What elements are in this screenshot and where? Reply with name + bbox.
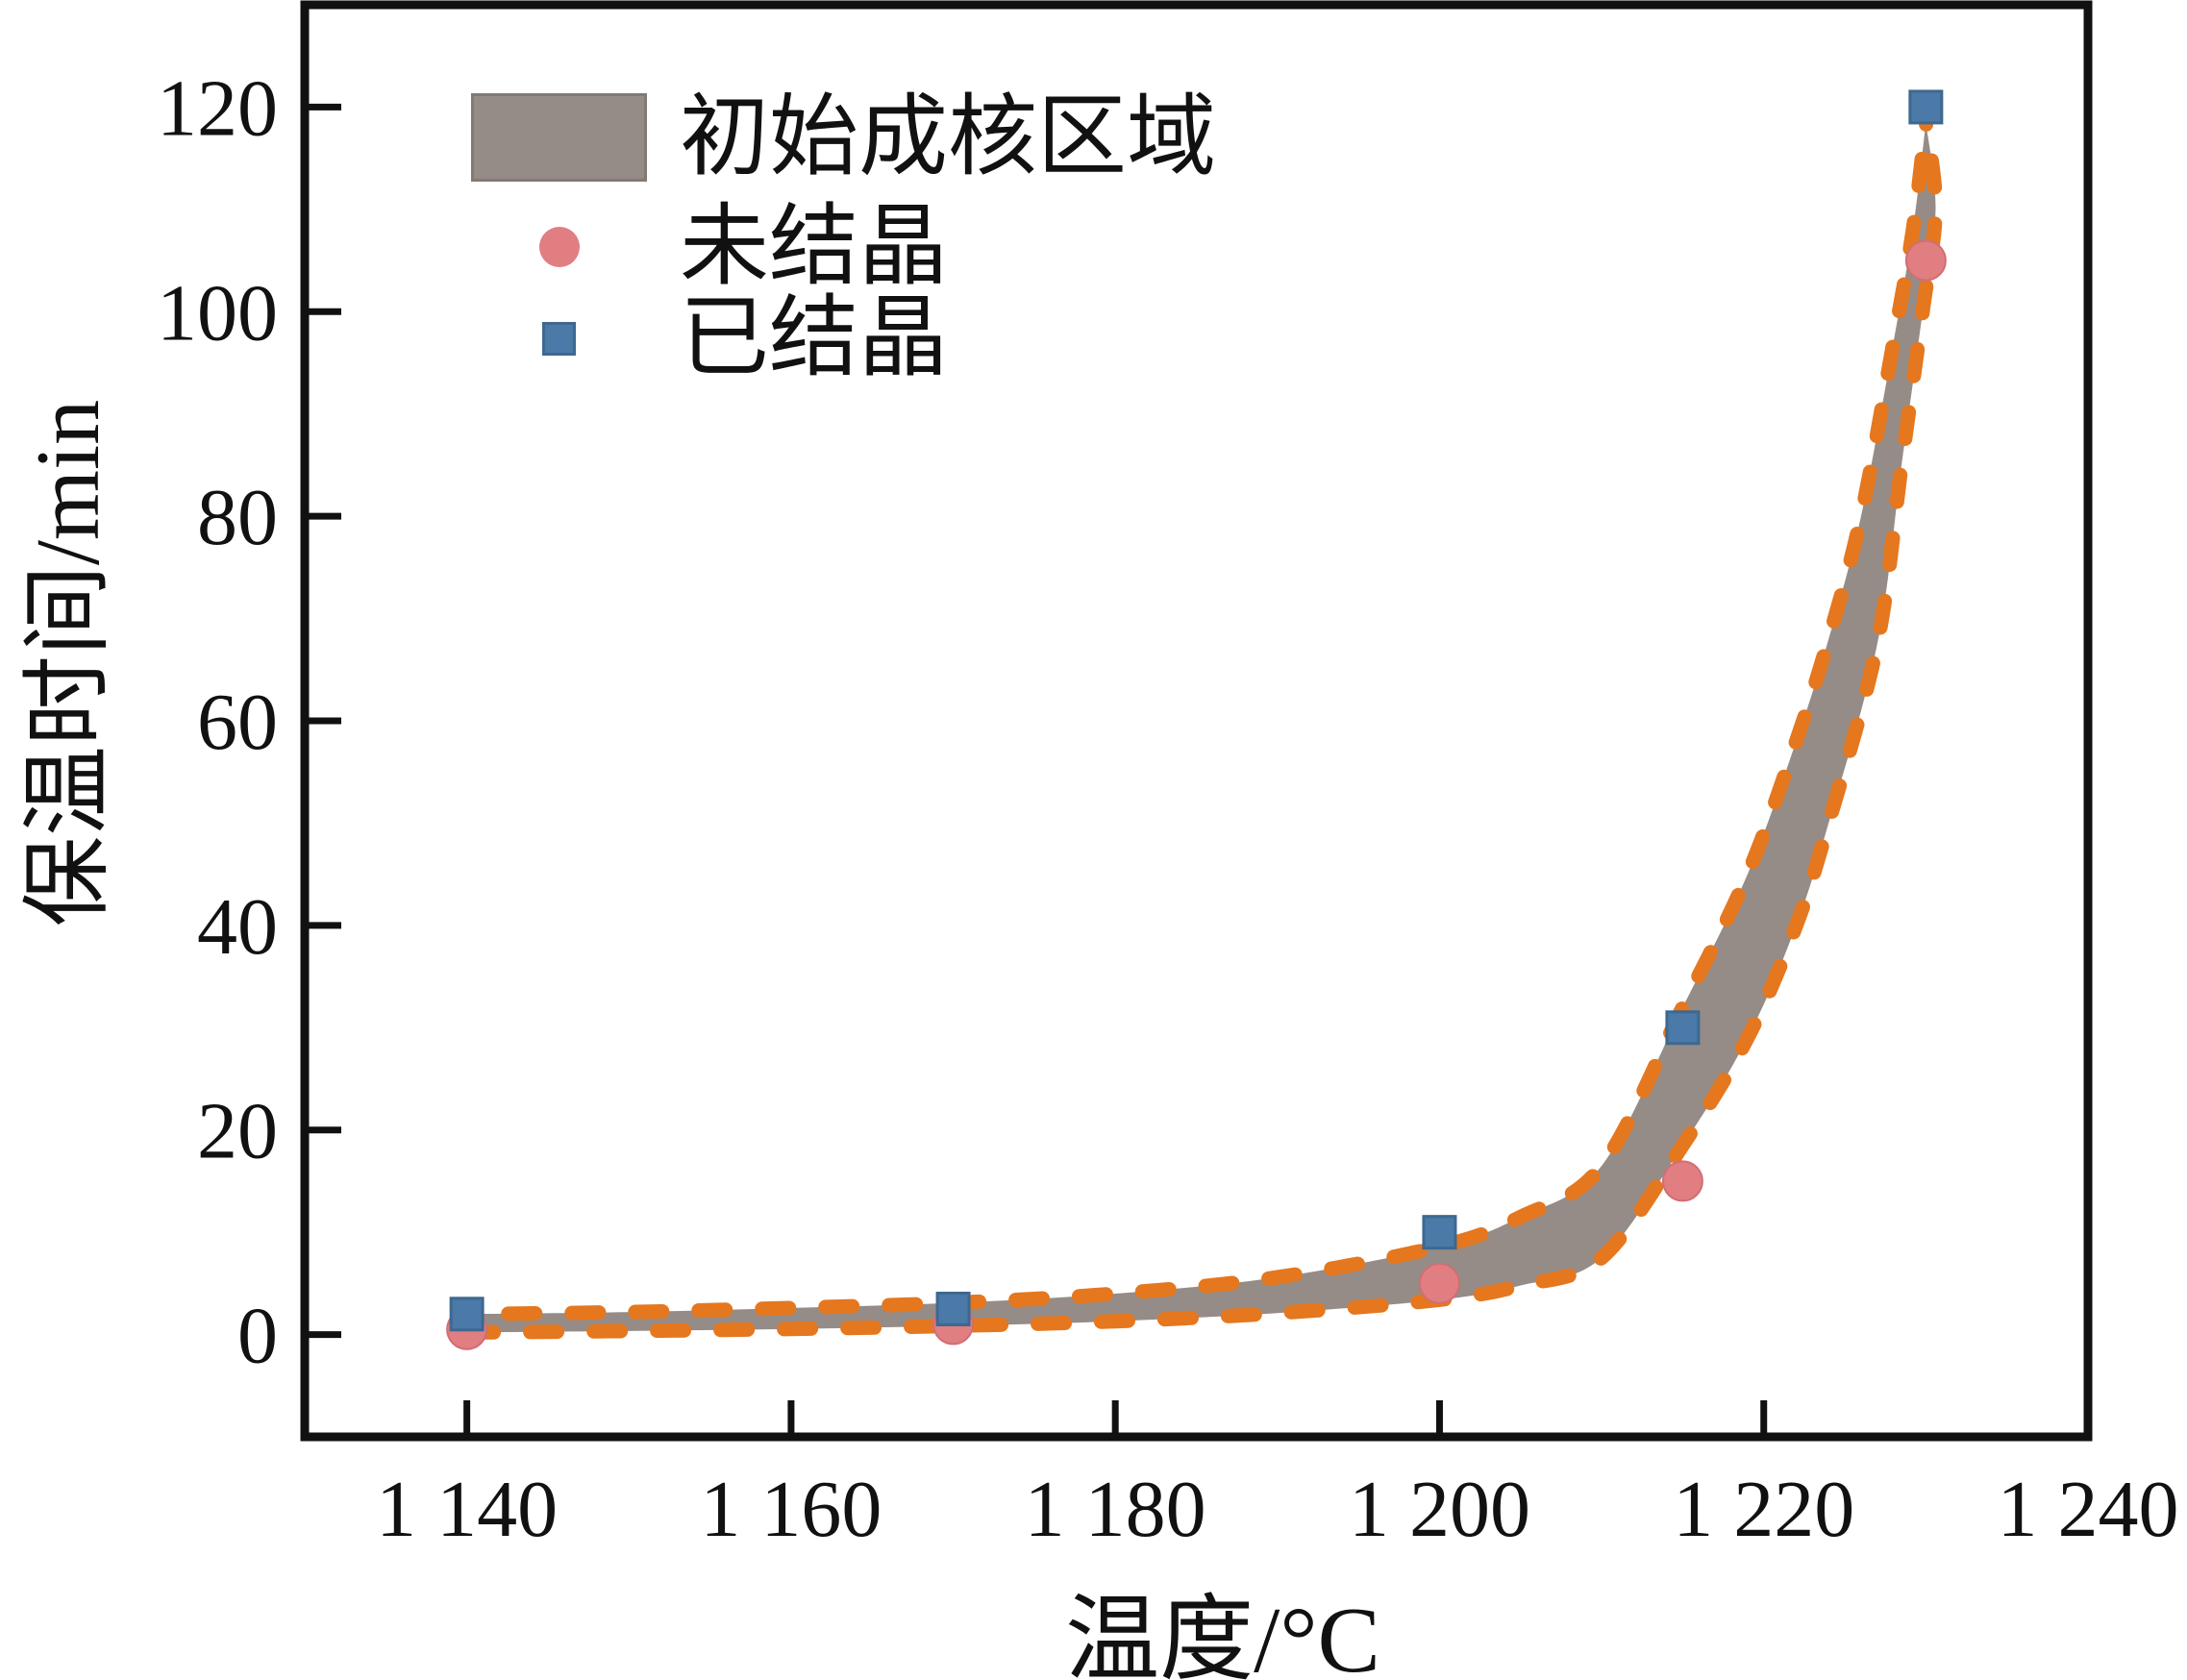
y-tick-label: 120 [157, 63, 278, 153]
crystallized-point [1422, 1215, 1457, 1250]
legend-label: 已结晶 [680, 288, 948, 388]
legend-marker-cell [471, 227, 647, 267]
legend-entry-crystallized: 已结晶 [471, 288, 948, 388]
x-tick-label: 1 160 [700, 1465, 882, 1554]
x-tick-label: 1 220 [1673, 1465, 1854, 1554]
circle-marker-icon [538, 227, 580, 267]
y-tick-label: 40 [197, 882, 278, 972]
legend-entry-nucleation-band: 初始成核区域 [471, 91, 1216, 184]
plot-frame [300, 0, 2093, 1442]
legend-label: 初始成核区域 [680, 87, 1216, 187]
square-marker-icon [542, 321, 576, 356]
y-tick-label: 0 [237, 1292, 278, 1381]
y-tick-label: 80 [197, 473, 278, 562]
x-tick-label: 1 180 [1025, 1465, 1206, 1554]
legend-marker-cell [471, 321, 647, 356]
x-tick-label: 1 140 [376, 1465, 558, 1554]
crystallized-point [1665, 1010, 1701, 1046]
legend-marker-cell [471, 93, 647, 182]
y-tick-label: 100 [157, 268, 278, 358]
y-axis-title: 保温时间/min [18, 399, 118, 927]
y-tick-label: 20 [197, 1087, 278, 1176]
uncrystallized-point [1661, 1160, 1703, 1202]
y-tick-label: 60 [197, 678, 278, 767]
legend-entry-uncrystallized: 未结晶 [471, 197, 948, 297]
uncrystallized-point [1418, 1262, 1460, 1304]
x-tick-label: 1 240 [1998, 1465, 2179, 1554]
crystallized-point [449, 1297, 485, 1332]
crystallized-point [1908, 89, 1944, 125]
legend-label: 未结晶 [680, 197, 948, 297]
band-swatch-icon [471, 93, 647, 182]
x-axis-title: 温度/°C [1065, 1589, 1380, 1680]
uncrystallized-point [1904, 239, 1947, 282]
x-tick-label: 1 200 [1349, 1465, 1530, 1554]
crystallized-point [935, 1291, 971, 1326]
